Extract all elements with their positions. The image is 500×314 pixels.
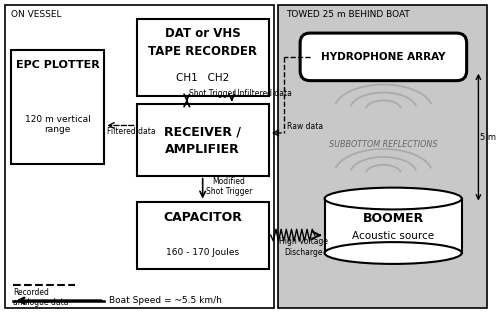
Text: Recorded
analogue data: Recorded analogue data <box>13 288 68 307</box>
Text: Raw data: Raw data <box>287 122 323 131</box>
Text: CAPACITOR: CAPACITOR <box>163 211 242 225</box>
Text: 120 m vertical
range: 120 m vertical range <box>25 115 90 134</box>
FancyBboxPatch shape <box>300 33 466 81</box>
Text: 160 - 170 Joules: 160 - 170 Joules <box>166 248 239 257</box>
Bar <box>136 202 269 269</box>
Text: AMPLIFIER: AMPLIFIER <box>166 143 240 156</box>
Ellipse shape <box>324 242 462 264</box>
Text: ON VESSEL: ON VESSEL <box>11 10 62 19</box>
Bar <box>278 5 487 308</box>
Text: TAPE RECORDER: TAPE RECORDER <box>148 45 257 58</box>
Text: SUBBOTTOM REFLECTIONS: SUBBOTTOM REFLECTIONS <box>329 139 438 149</box>
Text: BOOMER: BOOMER <box>362 212 424 225</box>
Text: HYDROPHONE ARRAY: HYDROPHONE ARRAY <box>321 52 446 62</box>
Text: High Voltage
Discharge: High Voltage Discharge <box>278 237 328 257</box>
Text: Modified
Shot Trigger: Modified Shot Trigger <box>206 177 252 196</box>
Text: CH1   CH2: CH1 CH2 <box>176 73 230 83</box>
Text: DAT or VHS: DAT or VHS <box>165 27 240 40</box>
Bar <box>324 198 462 253</box>
Text: 5 m: 5 m <box>480 133 496 142</box>
Bar <box>11 50 104 164</box>
Bar <box>136 19 269 96</box>
Text: Shot Trigger: Shot Trigger <box>189 89 235 99</box>
Text: RECEIVER /: RECEIVER / <box>164 126 241 139</box>
Text: Boat Speed = ~5.5 km/h: Boat Speed = ~5.5 km/h <box>109 296 222 305</box>
Text: Unfiltered data: Unfiltered data <box>234 89 292 99</box>
Ellipse shape <box>324 188 462 209</box>
Text: TOWED 25 m BEHIND BOAT: TOWED 25 m BEHIND BOAT <box>286 10 410 19</box>
Bar <box>136 105 269 176</box>
Bar <box>6 5 274 308</box>
Text: EPC PLOTTER: EPC PLOTTER <box>16 60 100 70</box>
Text: Acoustic source: Acoustic source <box>352 231 434 241</box>
Text: Filtered data: Filtered data <box>107 127 156 137</box>
